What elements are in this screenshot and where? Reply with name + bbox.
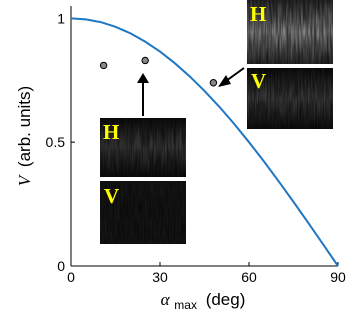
scatter-point [141, 56, 149, 65]
scatter-point [209, 79, 218, 87]
inset-high-h-label: H [250, 2, 266, 26]
inset-low-v-label: V [104, 184, 119, 208]
y-tick-label: 0.5 [46, 134, 66, 150]
x-axis-subscript: max [174, 298, 197, 312]
inset-high-v-fade [247, 68, 333, 129]
inset-low-arrowhead [137, 73, 149, 83]
y-axis-label: V (arb. units) [15, 86, 34, 186]
x-tick-label: 0 [67, 269, 75, 285]
inset-high-h-fade [247, 0, 333, 64]
tick-labels: 0 30 60 90 0 0.5 1 [46, 10, 346, 285]
series-line [70, 17, 339, 267]
inset-high-arrow [225, 67, 245, 82]
x-axis-symbol: α [161, 290, 171, 309]
y-tick-label: 1 [57, 10, 65, 26]
inset-high: H V [218, 0, 333, 129]
scatter-points [99, 56, 218, 87]
y-axis-symbol: V [15, 173, 34, 186]
x-tick-label: 90 [330, 269, 346, 285]
inset-low-h-fade [100, 118, 186, 177]
scatter-point [99, 61, 108, 70]
inset-low: H V [100, 73, 186, 244]
plot-frame [70, 6, 338, 267]
inset-low-h-label: H [103, 120, 119, 144]
x-axis-label: α max (deg) [161, 290, 246, 313]
y-axis-unit: (arb. units) [15, 86, 34, 167]
inset-high-arrowhead [218, 75, 231, 87]
x-tick-label: 60 [241, 269, 257, 285]
inset-high-v-label: V [251, 69, 266, 93]
x-axis-unit: (deg) [206, 290, 246, 309]
y-tick-label: 0 [57, 258, 65, 274]
inset-low-v-texture [100, 181, 186, 244]
x-tick-label: 30 [152, 269, 168, 285]
